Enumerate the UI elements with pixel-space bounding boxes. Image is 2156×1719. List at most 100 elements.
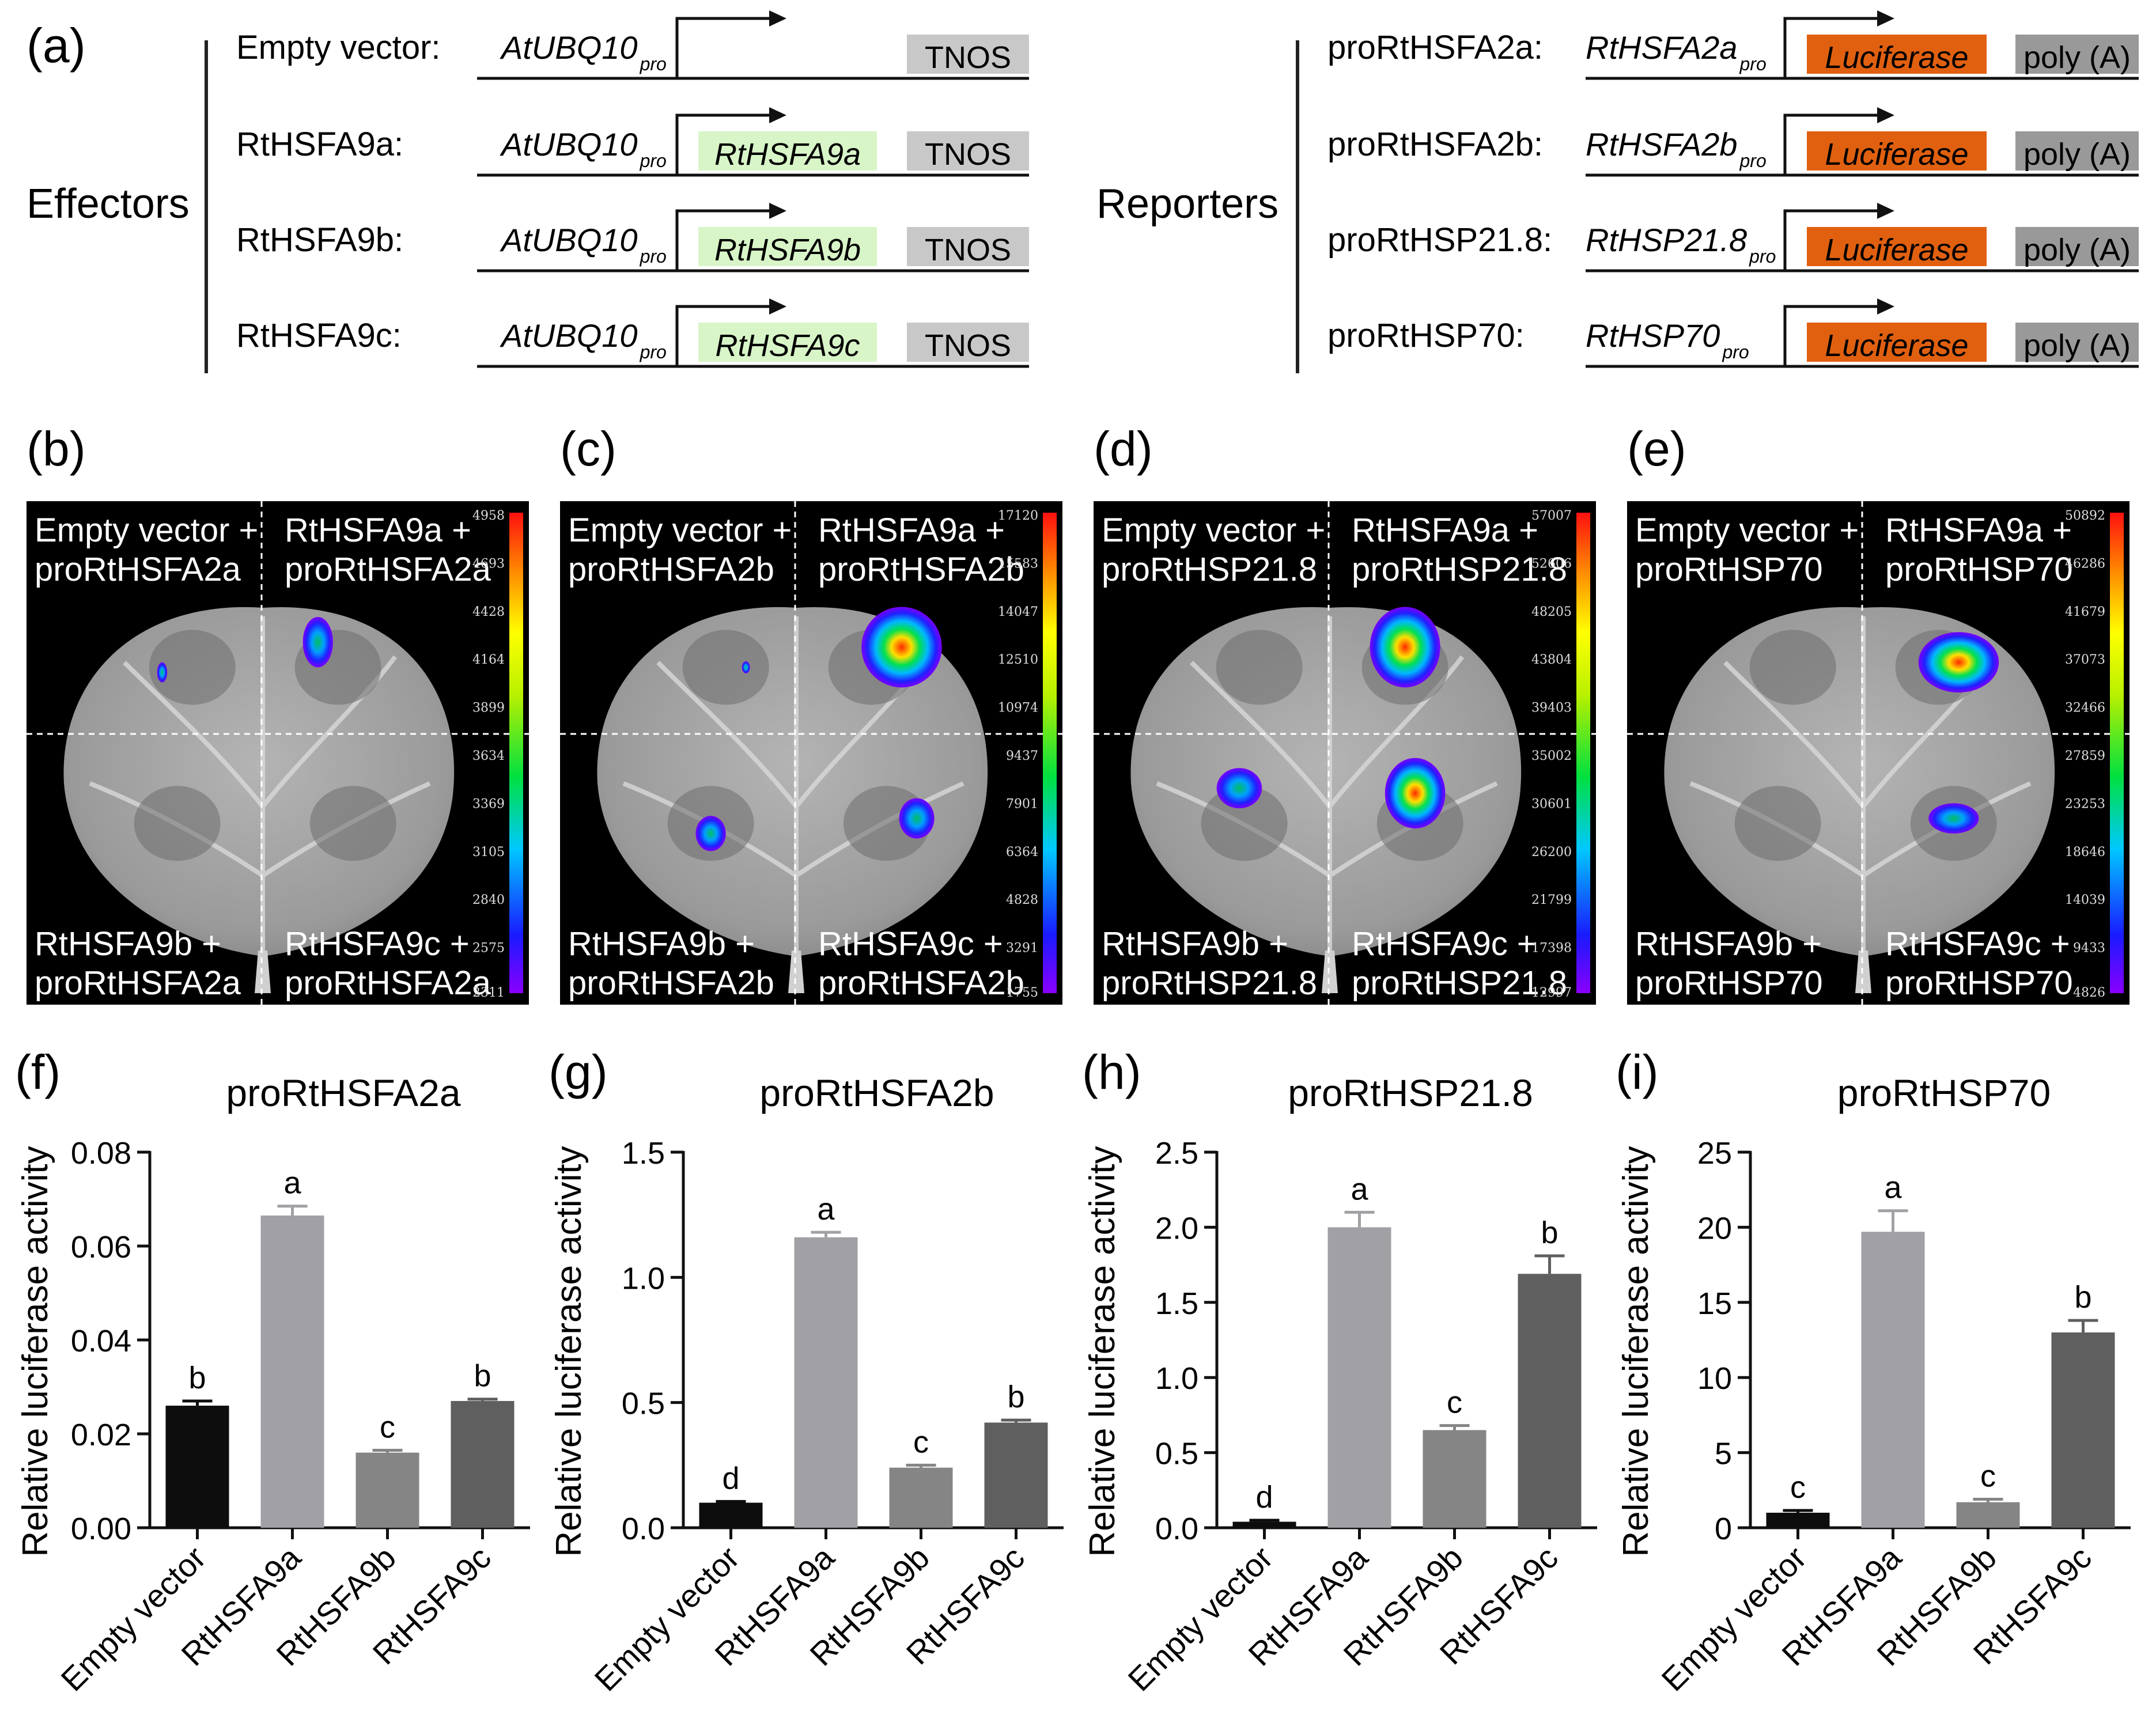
reporter-gene-label: Luciferase — [1825, 40, 1968, 75]
colorbar-tick-label: 57007 — [1531, 509, 1572, 523]
y-tick-label: 15 — [1697, 1286, 1732, 1321]
reporter-name: proRtHSP21.8: — [1327, 221, 1552, 259]
reporter-row: proRtHSP21.8: RtHSP21.8 pro Luciferase poly … — [1327, 203, 2139, 272]
effector-row: Empty vector: AtUBQ10 pro TNOS — [236, 10, 1029, 80]
colorbar-tick-label: 9437 — [1006, 749, 1038, 763]
colorbar-tick-label: 2311 — [472, 986, 505, 1000]
y-tick-label: 0.0 — [1155, 1512, 1198, 1546]
colorbar — [509, 513, 523, 993]
reporter-name: proRtHSFA2a: — [1327, 29, 1543, 66]
colorbar-tick-label: 3291 — [1006, 941, 1038, 956]
quadrant-label: RtHSFA9c + — [818, 925, 1003, 963]
infiltration-spot — [309, 786, 396, 861]
effector-gene-label: RtHSFA9c — [715, 328, 860, 363]
effector-row: RtHSFA9c: AtUBQ10 pro RtHSFA9c TNOS — [236, 298, 1029, 368]
significance-letter: b — [1541, 1216, 1558, 1250]
y-tick-label: 0.5 — [622, 1387, 665, 1421]
quadrant-label: RtHSFA9a + — [285, 512, 471, 549]
colorbar-tick-label: 4958 — [472, 509, 505, 523]
quadrant-label: RtHSFA9b + — [568, 925, 755, 963]
colorbar-tick-label: 50892 — [2065, 509, 2105, 523]
colorbar-tick-label: 15583 — [998, 556, 1038, 571]
colorbar-tick-label: 27859 — [2065, 749, 2105, 763]
effector-terminator-box — [907, 323, 1029, 362]
infiltration-spot — [1734, 786, 1821, 861]
y-tick-label: 0.5 — [1155, 1437, 1198, 1471]
y-tick-label: 0.00 — [71, 1512, 131, 1546]
significance-letter: d — [722, 1461, 739, 1495]
y-tick-label: 1.5 — [1155, 1286, 1198, 1321]
significance-letter: b — [474, 1359, 491, 1394]
effector-tss-arrow — [675, 305, 775, 366]
y-tick-label: 0.08 — [71, 1136, 131, 1171]
significance-letter: d — [1255, 1480, 1273, 1514]
colorbar-tick-label: 6364 — [1006, 845, 1038, 860]
reporter-gene-label: Luciferase — [1825, 233, 1968, 267]
reporter-promoter: RtHSP21.8 pro — [1586, 222, 1776, 267]
bar-chart: (h) proRtHSP21.8 Relative luciferase activ… — [1082, 1045, 1597, 1698]
bar — [1423, 1430, 1486, 1528]
effector-terminator-label: TNOS — [925, 328, 1011, 363]
effector-gene-box — [698, 131, 877, 171]
infiltration-spot — [682, 630, 769, 705]
quadrant-label: proRtHSP70 — [1885, 551, 2073, 588]
quadrant-label: Empty vector + — [35, 512, 258, 549]
quadrant-label: proRtHSP70 — [1635, 964, 1823, 1002]
luminescence-signal — [1370, 607, 1440, 688]
reporter-terminator-label: poly (A) — [2023, 40, 2131, 75]
luminescence-signal — [302, 617, 333, 668]
colorbar-tick-label: 21799 — [1531, 893, 1572, 907]
reporter-terminator-box — [2015, 227, 2139, 266]
quadrant-label: proRtHSP21.8 — [1352, 964, 1567, 1002]
reporter-gene-label: Luciferase — [1825, 328, 1968, 363]
leaf-petiole — [788, 951, 804, 993]
significance-letter: b — [1007, 1380, 1024, 1414]
quadrant-label: proRtHSFA2a — [35, 964, 241, 1002]
y-tick-label: 0.02 — [71, 1418, 131, 1452]
colorbar-tick-label: 26200 — [1531, 845, 1572, 860]
effectors-heading: Effectors — [27, 181, 190, 227]
panel-label: (i) — [1616, 1045, 1659, 1099]
reporter-gene-box — [1807, 227, 1987, 266]
effector-terminator-box — [907, 35, 1029, 74]
reporter-tss-arrow — [1783, 113, 1883, 175]
y-tick-label: 1.0 — [622, 1261, 665, 1296]
infiltration-spot — [1749, 630, 1836, 705]
quadrant-label: RtHSFA9b + — [35, 925, 221, 963]
significance-letter: b — [2074, 1280, 2091, 1315]
infiltration-spot — [1216, 630, 1303, 705]
effector-terminator-label: TNOS — [925, 137, 1011, 172]
panel-a-constructs: (a) Effectors Reporters Empty vector: AtU… — [27, 10, 2139, 373]
colorbar-tick-label: 48205 — [1531, 605, 1572, 619]
effector-promoter: AtUBQ10 pro — [500, 222, 667, 267]
quadrant-label: proRtHSP21.8 — [1352, 551, 1567, 588]
reporter-terminator-box — [2015, 35, 2139, 74]
bar-chart: (f) proRtHSFA2a Relative luciferase activi… — [15, 1045, 530, 1698]
leaf-petiole — [1322, 951, 1338, 993]
y-tick-label: 2.0 — [1155, 1211, 1198, 1245]
reporter-terminator-box — [2015, 131, 2139, 171]
chart-title: proRtHSFA2b — [759, 1071, 994, 1114]
reporter-promoter: RtHSP70 pro — [1586, 317, 1749, 362]
luminescence-signal — [1918, 632, 1999, 693]
quadrant-label: RtHSFA9a + — [1352, 512, 1538, 549]
effector-terminator-box — [907, 227, 1029, 266]
colorbar-tick-label: 4693 — [472, 556, 505, 571]
bar — [260, 1216, 324, 1528]
panel-label: (b) — [27, 422, 86, 476]
luminescence-signal — [157, 662, 168, 683]
bar — [1232, 1521, 1296, 1528]
arrowhead-icon — [1877, 107, 1894, 123]
effector-tss-arrow — [675, 17, 775, 78]
leaf-veins — [89, 616, 431, 956]
significance-letter: b — [188, 1361, 206, 1395]
colorbar-tick-label: 9433 — [2073, 941, 2105, 956]
bar — [1861, 1232, 1925, 1528]
effector-tss-arrow — [675, 113, 775, 175]
panel-label: (h) — [1082, 1045, 1141, 1099]
colorbar-tick-label: 3899 — [472, 701, 505, 715]
effector-gene-label: RtHSFA9a — [714, 137, 861, 172]
colorbar-tick-label: 17120 — [998, 509, 1038, 523]
arrowhead-icon — [1877, 298, 1894, 315]
colorbar-tick-label: 7901 — [1006, 797, 1038, 811]
